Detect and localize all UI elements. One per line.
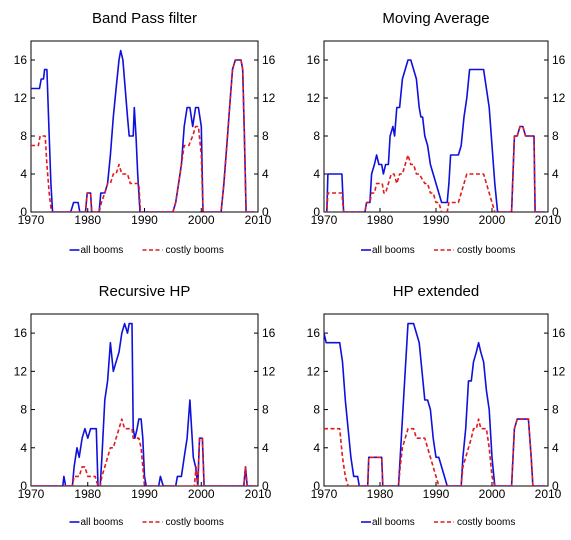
y-tick-label-left: 12 — [307, 91, 321, 105]
x-tick-label: 1970 — [18, 213, 45, 227]
y-tick-label-right: 12 — [552, 91, 566, 105]
series-line-all-booms — [31, 49, 256, 212]
legend: all booms costly booms — [69, 245, 224, 256]
series-line-costly-booms — [31, 418, 256, 486]
y-tick-label-left: 8 — [20, 403, 27, 417]
x-tick-label: 2000 — [479, 487, 506, 501]
x-tick-label: 1970 — [18, 487, 45, 501]
y-tick-label-left: 8 — [313, 129, 320, 143]
y-tick-label-right: 16 — [552, 53, 566, 67]
panel-hp-extended: HP extended 0 0 4 4 8 8 12 12 16 16 1970 1980 1990 200… — [307, 283, 566, 528]
series-line-all-booms — [31, 322, 256, 486]
y-tick-label-left: 0 — [20, 479, 27, 493]
panel-moving-average: Moving Average 0 0 4 4 8 8 12 12 16 16 1970 1980 1990… — [307, 10, 566, 256]
chart-title: Band Pass filter — [92, 10, 197, 27]
y-tick-label-right: 12 — [262, 364, 276, 378]
y-tick-label-left: 16 — [307, 53, 321, 67]
legend: all booms costly booms — [361, 245, 515, 256]
legend-label-all-booms: all booms — [81, 517, 124, 528]
y-tick-label-right: 12 — [262, 91, 276, 105]
x-tick-label: 2010 — [535, 213, 562, 227]
y-tick-label-right: 8 — [262, 403, 269, 417]
y-tick-label-left: 8 — [20, 129, 27, 143]
y-tick-label-right: 16 — [262, 53, 276, 67]
y-tick-label-left: 16 — [307, 326, 321, 340]
y-tick-label-right: 4 — [262, 167, 269, 181]
y-tick-label-left: 4 — [313, 441, 320, 455]
y-tick-label-right: 4 — [552, 167, 559, 181]
legend-label-costly-booms: costly booms — [166, 517, 224, 528]
y-tick-label-left: 4 — [20, 167, 27, 181]
y-tick-label-left: 8 — [313, 403, 320, 417]
y-tick-label-right: 16 — [552, 326, 566, 340]
y-tick-label-left: 16 — [14, 53, 28, 67]
series-line-all-booms — [324, 322, 546, 486]
x-tick-label: 2000 — [188, 213, 215, 227]
legend-label-all-booms: all booms — [372, 245, 415, 256]
plot-frame — [323, 40, 549, 213]
series-line-all-booms — [324, 59, 546, 212]
y-tick-label-left: 4 — [20, 441, 27, 455]
y-tick-label-left: 16 — [14, 326, 28, 340]
series-line-costly-booms — [31, 59, 256, 212]
panel-recursive-hp: Recursive HP 0 0 4 4 8 8 12 12 16 16 1970 1980 1990 20… — [14, 283, 276, 528]
legend-label-all-booms: all booms — [372, 517, 415, 528]
y-tick-label-right: 0 — [552, 205, 559, 219]
y-tick-label-right: 8 — [552, 403, 559, 417]
legend-label-costly-booms: costly booms — [166, 245, 224, 256]
x-tick-label: 1980 — [367, 487, 394, 501]
x-tick-label: 2000 — [188, 487, 215, 501]
y-tick-label-right: 16 — [262, 326, 276, 340]
x-tick-label: 1990 — [423, 487, 450, 501]
x-tick-label: 2000 — [479, 213, 506, 227]
x-tick-label: 1990 — [423, 213, 450, 227]
panel-band-pass: Band Pass filter 0 0 4 4 8 8 12 12 16 16 1970 1980 19… — [14, 10, 276, 256]
y-tick-label-left: 12 — [307, 364, 321, 378]
y-tick-label-right: 0 — [552, 479, 559, 493]
x-tick-label: 2010 — [245, 213, 272, 227]
legend-label-costly-booms: costly booms — [457, 245, 515, 256]
plot-frame — [323, 313, 549, 487]
y-tick-label-left: 0 — [313, 479, 320, 493]
y-tick-label-left: 4 — [313, 167, 320, 181]
chart-title: Moving Average — [382, 10, 489, 27]
series-line-costly-booms — [324, 418, 546, 486]
x-tick-label: 1980 — [367, 213, 394, 227]
legend: all booms costly booms — [69, 517, 224, 528]
y-tick-label-right: 4 — [552, 441, 559, 455]
series-line-costly-booms — [324, 125, 546, 212]
legend: all booms costly booms — [361, 517, 515, 528]
x-tick-label: 1970 — [311, 487, 338, 501]
x-tick-label: 1980 — [74, 213, 101, 227]
x-tick-label: 2010 — [245, 487, 272, 501]
legend-label-costly-booms: costly booms — [457, 517, 515, 528]
y-tick-label-right: 12 — [552, 364, 566, 378]
y-tick-label-right: 0 — [262, 479, 269, 493]
x-tick-label: 1990 — [131, 487, 158, 501]
y-tick-label-left: 0 — [313, 205, 320, 219]
x-tick-label: 1990 — [131, 213, 158, 227]
x-tick-label: 2010 — [535, 487, 562, 501]
chart-title: Recursive HP — [99, 283, 191, 300]
y-tick-label-left: 12 — [14, 91, 28, 105]
y-tick-label-right: 8 — [552, 129, 559, 143]
legend-label-all-booms: all booms — [81, 245, 124, 256]
y-tick-label-right: 0 — [262, 205, 269, 219]
y-tick-label-left: 0 — [20, 205, 27, 219]
x-tick-label: 1980 — [74, 487, 101, 501]
y-tick-label-right: 4 — [262, 441, 269, 455]
chart-title: HP extended — [393, 283, 479, 300]
x-tick-label: 1970 — [311, 213, 338, 227]
y-tick-label-left: 12 — [14, 364, 28, 378]
y-tick-label-right: 8 — [262, 129, 269, 143]
